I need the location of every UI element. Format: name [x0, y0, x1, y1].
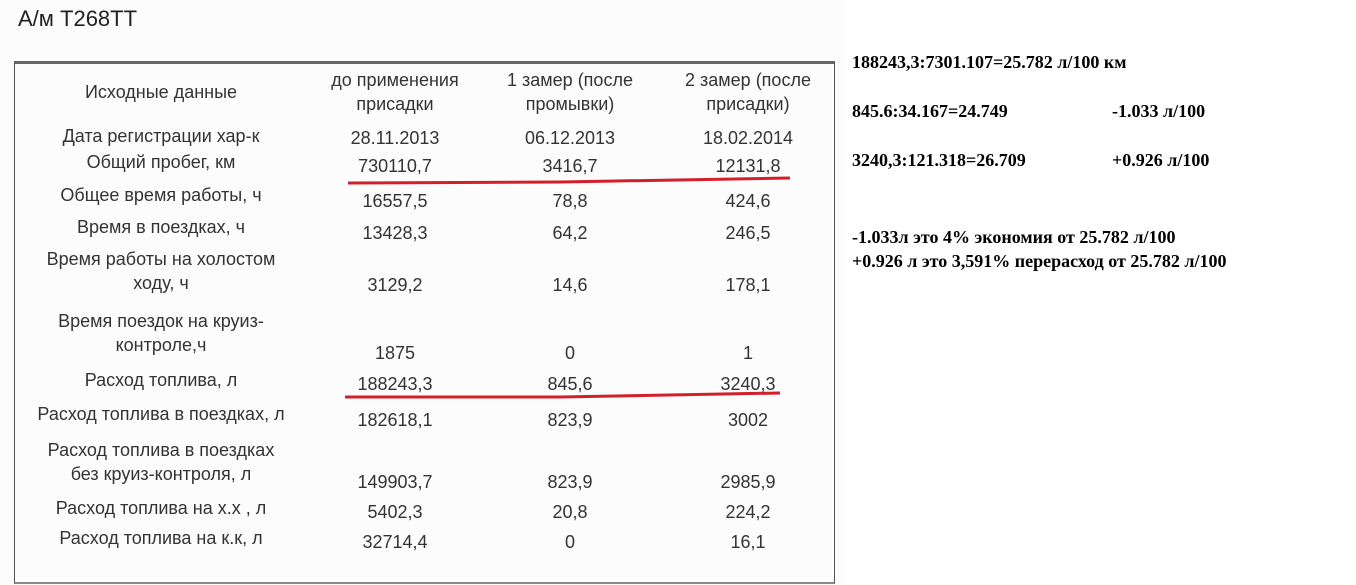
cell-value: 0: [564, 343, 575, 363]
cell-value: 16557,5: [362, 191, 428, 211]
cell-value: 246,5: [725, 223, 771, 243]
column-header: Исходные данные: [84, 82, 238, 102]
cell-value: 730110,7: [358, 156, 432, 176]
row-label: Расход топлива на х.х , л: [55, 498, 267, 518]
cell-value: 3002: [727, 410, 769, 430]
cell-value: 12131,8: [715, 156, 781, 176]
cell-value: 3416,7: [542, 156, 598, 176]
column-header: 1 замер (после промывки): [507, 70, 633, 114]
row-label: Дата регистрации хар-к: [62, 126, 260, 146]
cell-value: 28.11.2013: [350, 128, 440, 148]
row-label: Расход топлива в поездках, л: [37, 404, 285, 424]
cell-value: 14,6: [552, 275, 588, 295]
calc-note: 188243,3:7301.107=25.782 л/100 км: [852, 52, 1127, 72]
cell-value: 178,1: [725, 275, 771, 295]
column-header: 2 замер (после присадки): [685, 70, 811, 114]
row-label: Общее время работы, ч: [60, 185, 262, 205]
row-label: Общий пробег, км: [86, 152, 236, 172]
cell-value: 224,2: [725, 502, 771, 522]
cell-value: 78,8: [552, 191, 588, 211]
calc-note: -1.033л это 4% экономия от 25.782 л/100: [852, 227, 1176, 247]
cell-value: 823,9: [547, 410, 593, 430]
cell-value: 64,2: [552, 223, 588, 243]
cell-value: 182618,1: [357, 410, 433, 430]
cell-value: 2985,9: [720, 472, 776, 492]
cell-value: 424,6: [725, 191, 771, 211]
cell-value: 16,1: [730, 532, 766, 552]
cell-value: 149903,7: [357, 472, 433, 492]
cell-value: 823,9: [547, 472, 593, 492]
row-label: Расход топлива в поездках без круиз-конт…: [47, 440, 275, 484]
cell-value: 3240,3: [720, 374, 776, 394]
table-border: [14, 61, 835, 584]
row-label: Расход топлива, л: [84, 370, 238, 390]
row-label: Расход топлива на к.к, л: [59, 528, 263, 548]
cell-value: 5402,3: [367, 502, 423, 522]
calc-note: +0.926 л это 3,591% перерасход от 25.782…: [852, 251, 1227, 271]
cell-value: 18.02.2014: [702, 128, 794, 148]
cell-value: 1: [742, 343, 753, 363]
title: А/м Т268ТТ: [18, 6, 138, 31]
calc-note: +0.926 л/100: [1112, 150, 1210, 170]
calc-note: 845.6:34.167=24.749: [852, 101, 1008, 121]
row-label: Время поездок на круиз- контроле,ч: [58, 311, 264, 355]
column-header: до применения присадки: [331, 70, 459, 114]
cell-value: 1875: [374, 343, 416, 363]
cell-value: 3129,2: [367, 275, 423, 295]
cell-value: 32714,4: [362, 532, 428, 552]
row-label: Время в поездках, ч: [76, 217, 246, 237]
cell-value: 845,6: [547, 374, 593, 394]
calc-note: -1.033 л/100: [1112, 101, 1206, 121]
cell-value: 0: [564, 532, 575, 552]
cell-value: 188243,3: [357, 374, 433, 394]
cell-value: 13428,3: [362, 223, 428, 243]
cell-value: 20,8: [552, 502, 588, 522]
cell-value: 06.12.2013: [524, 128, 616, 148]
calc-note: 3240,3:121.318=26.709: [852, 150, 1026, 170]
row-label: Время работы на холостом ходу, ч: [46, 249, 276, 293]
panel: А/м Т268ТТ: [14, 6, 835, 584]
